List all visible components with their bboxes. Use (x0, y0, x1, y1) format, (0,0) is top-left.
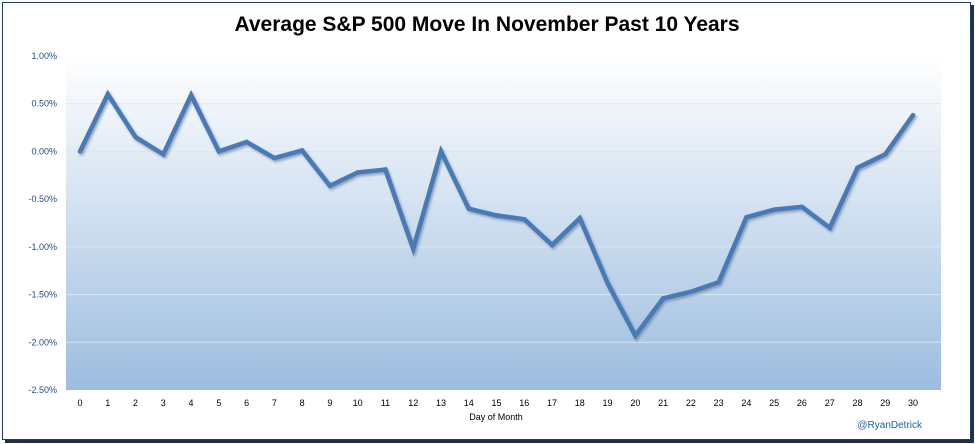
x-axis-ticks: 0 1 2 3 4 5 6 7 8 9 10 11 12 13 14 15 16 17 18 19 20 21 22 23 24… (77, 398, 918, 408)
data-point (827, 225, 832, 230)
x-tick-label: 24 (741, 398, 751, 408)
x-tick-label: 20 (630, 398, 640, 408)
y-tick-label: -2.00% (28, 337, 57, 347)
x-tick-label: 28 (852, 398, 862, 408)
y-tick-label: -2.50% (28, 385, 57, 395)
plot-area (66, 56, 941, 390)
x-tick-label: 0 (77, 398, 82, 408)
data-point (216, 149, 222, 154)
x-tick-label: 10 (353, 398, 363, 408)
data-point (133, 134, 138, 140)
chart-title: Average S&P 500 Move In November Past 10… (234, 13, 739, 36)
x-tick-label: 22 (686, 398, 696, 408)
x-tick-label: 4 (189, 398, 194, 408)
data-point (438, 149, 444, 154)
data-point (355, 170, 360, 175)
data-point (105, 91, 110, 97)
data-point (466, 206, 471, 211)
data-point (272, 155, 277, 161)
data-point (77, 149, 83, 154)
data-point (883, 152, 888, 157)
x-tick-label: 6 (244, 398, 249, 408)
series-group (77, 89, 916, 340)
y-tick-label: 1.00% (31, 51, 57, 61)
x-tick-label: 23 (714, 398, 724, 408)
x-tick-label: 8 (300, 398, 305, 408)
x-tick-label: 29 (880, 398, 890, 408)
y-tick-label: 0.00% (31, 146, 57, 156)
x-tick-label: 12 (408, 398, 418, 408)
data-point (855, 165, 860, 170)
data-point (660, 296, 666, 301)
x-tick-label: 11 (381, 398, 390, 408)
data-point (522, 216, 527, 222)
data-point (549, 242, 555, 248)
data-point (605, 280, 610, 286)
x-tick-label: 5 (216, 398, 221, 408)
x-tick-label: 25 (769, 398, 779, 408)
x-tick-label: 3 (161, 398, 166, 408)
data-point (188, 92, 194, 98)
x-tick-label: 2 (133, 398, 138, 408)
x-tick-label: 1 (105, 398, 110, 408)
x-tick-label: 13 (436, 398, 446, 408)
y-axis-ticks: 1.00% 0.50% 0.00% -0.50% -1.00% -1.50% -2.00% -… (28, 51, 57, 395)
x-tick-label: 19 (603, 398, 613, 408)
y-tick-label: -0.50% (28, 194, 57, 204)
data-point (161, 152, 166, 157)
x-tick-label: 30 (908, 398, 918, 408)
data-point (771, 207, 777, 212)
data-point (327, 183, 333, 188)
data-point (633, 333, 638, 338)
data-point (383, 167, 388, 172)
data-point (244, 139, 249, 145)
y-tick-label: 0.50% (31, 99, 57, 109)
x-tick-label: 16 (519, 398, 529, 408)
x-tick-label: 27 (825, 398, 835, 408)
y-tick-label: -1.50% (28, 290, 57, 300)
x-tick-label: 15 (491, 398, 501, 408)
gridlines (66, 103, 941, 343)
y-tick-label: -1.00% (28, 242, 57, 252)
x-tick-label: 7 (272, 398, 277, 408)
x-tick-label: 26 (797, 398, 807, 408)
data-point (577, 216, 582, 221)
data-point (799, 204, 805, 209)
data-point (494, 213, 499, 218)
data-point (299, 148, 305, 153)
x-tick-label: 9 (327, 398, 332, 408)
x-tick-label: 17 (547, 398, 557, 408)
x-tick-label: 14 (464, 398, 474, 408)
data-point (744, 215, 749, 220)
x-tick-label: 21 (658, 398, 668, 408)
data-point (716, 279, 721, 285)
data-point (910, 112, 916, 118)
data-point (411, 246, 416, 251)
x-axis-label: Day of Month (469, 412, 523, 422)
data-point (688, 289, 694, 294)
credit-label: @RyanDetrick (857, 420, 923, 431)
x-tick-label: 18 (575, 398, 585, 408)
